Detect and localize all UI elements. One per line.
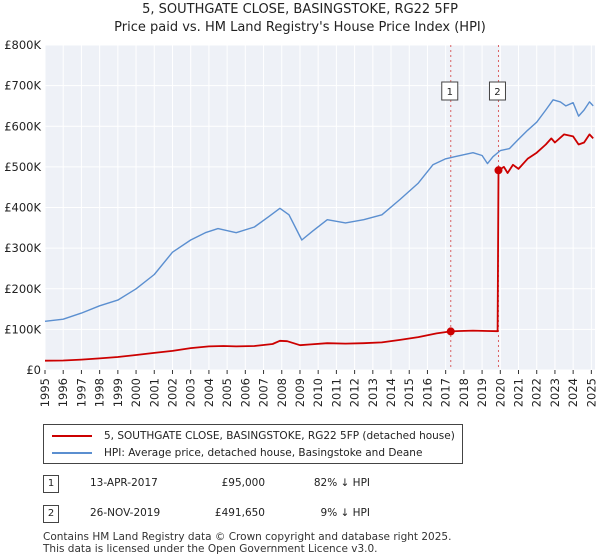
x-tick-label: 1999	[111, 378, 125, 407]
sale-point	[446, 327, 455, 336]
sale-point	[494, 166, 503, 175]
x-tick-label: 1997	[74, 378, 88, 407]
x-tick-label: 2004	[202, 378, 216, 407]
transaction-hpi-diff: 9% ↓ HPI	[320, 507, 370, 519]
y-tick-label: £700K	[4, 79, 41, 93]
x-tick-label: 2013	[366, 378, 380, 407]
x-tick-label: 2021	[512, 378, 526, 407]
x-tick-label: 2019	[475, 378, 489, 407]
x-tick-label: 2009	[293, 378, 307, 407]
chart-subtitle: Price paid vs. HM Land Registry's House …	[114, 20, 486, 35]
price-chart: £0 £100K £200K £300K £400K £500K £600K £700K £80…	[4, 38, 598, 407]
x-tick-label: 2006	[238, 378, 252, 407]
transaction-date: 13-APR-2017	[90, 477, 158, 489]
x-tick-label: 2024	[566, 378, 580, 407]
x-tick-label: 1998	[93, 378, 107, 407]
x-tick-label: 2007	[257, 378, 271, 407]
footer-attribution: Contains HM Land Registry data © Crown c…	[43, 531, 451, 555]
x-tick-label: 2023	[548, 378, 562, 407]
x-tick-label: 2017	[439, 378, 453, 407]
sale-marker-label: 1	[447, 87, 453, 98]
y-tick-label: £600K	[4, 119, 41, 133]
x-tick-label: 2012	[348, 378, 362, 407]
sale-marker-label: 2	[494, 87, 500, 98]
y-tick-label: £200K	[4, 282, 41, 296]
x-tick-label: 2015	[402, 378, 416, 407]
legend-item-property: 5, SOUTHGATE CLOSE, BASINGSTOKE, RG22 5F…	[52, 428, 455, 444]
legend-label-property: 5, SOUTHGATE CLOSE, BASINGSTOKE, RG22 5F…	[104, 430, 455, 442]
y-tick-label: £100K	[4, 322, 41, 336]
x-tick-label: 1996	[56, 378, 70, 407]
x-tick-label: 2002	[165, 378, 179, 407]
chart-title: 5, SOUTHGATE CLOSE, BASINGSTOKE, RG22 5F…	[142, 2, 458, 17]
x-tick-label: 2011	[329, 378, 343, 407]
transaction-hpi-diff: 82% ↓ HPI	[313, 477, 370, 489]
chart-legend: 5, SOUTHGATE CLOSE, BASINGSTOKE, RG22 5F…	[43, 424, 463, 464]
x-tick-label: 2000	[129, 378, 143, 407]
x-tick-label: 2003	[184, 378, 198, 407]
legend-item-hpi: HPI: Average price, detached house, Basi…	[52, 445, 422, 461]
x-tick-label: 2005	[220, 378, 234, 407]
legend-swatch-hpi	[52, 452, 92, 454]
x-tick-label: 1995	[38, 378, 52, 407]
x-tick-label: 2020	[493, 378, 507, 407]
y-tick-label: £500K	[4, 160, 41, 174]
y-tick-label: £300K	[4, 241, 41, 255]
x-tick-label: 2001	[147, 378, 161, 407]
legend-swatch-property	[52, 435, 92, 437]
y-tick-label: £800K	[4, 38, 41, 52]
transaction-badge: 2	[43, 505, 59, 523]
x-tick-label: 2022	[530, 378, 544, 407]
series-line-property	[44, 133, 594, 362]
x-tick-label: 2018	[457, 378, 471, 407]
sale-marker-box	[441, 81, 459, 101]
transaction-badge: 1	[43, 475, 59, 493]
transaction-price: £95,000	[221, 477, 265, 489]
footer-line-license: This data is licensed under the Open Gov…	[43, 543, 378, 555]
footer-line-copyright: Contains HM Land Registry data © Crown c…	[43, 531, 452, 543]
x-tick-label: 2025	[584, 378, 598, 407]
y-tick-label: £400K	[4, 201, 41, 215]
y-tick-label: £0	[26, 363, 41, 377]
transaction-price: £491,650	[214, 507, 265, 519]
x-tick-label: 2014	[384, 378, 398, 407]
series-line-hpi	[44, 99, 594, 322]
transaction-date: 26-NOV-2019	[90, 507, 161, 519]
x-tick-label: 2016	[420, 378, 434, 407]
sale-marker-box	[488, 81, 506, 101]
x-tick-label: 2010	[311, 378, 325, 407]
x-tick-label: 2008	[275, 378, 289, 407]
legend-label-hpi: HPI: Average price, detached house, Basi…	[104, 447, 423, 459]
